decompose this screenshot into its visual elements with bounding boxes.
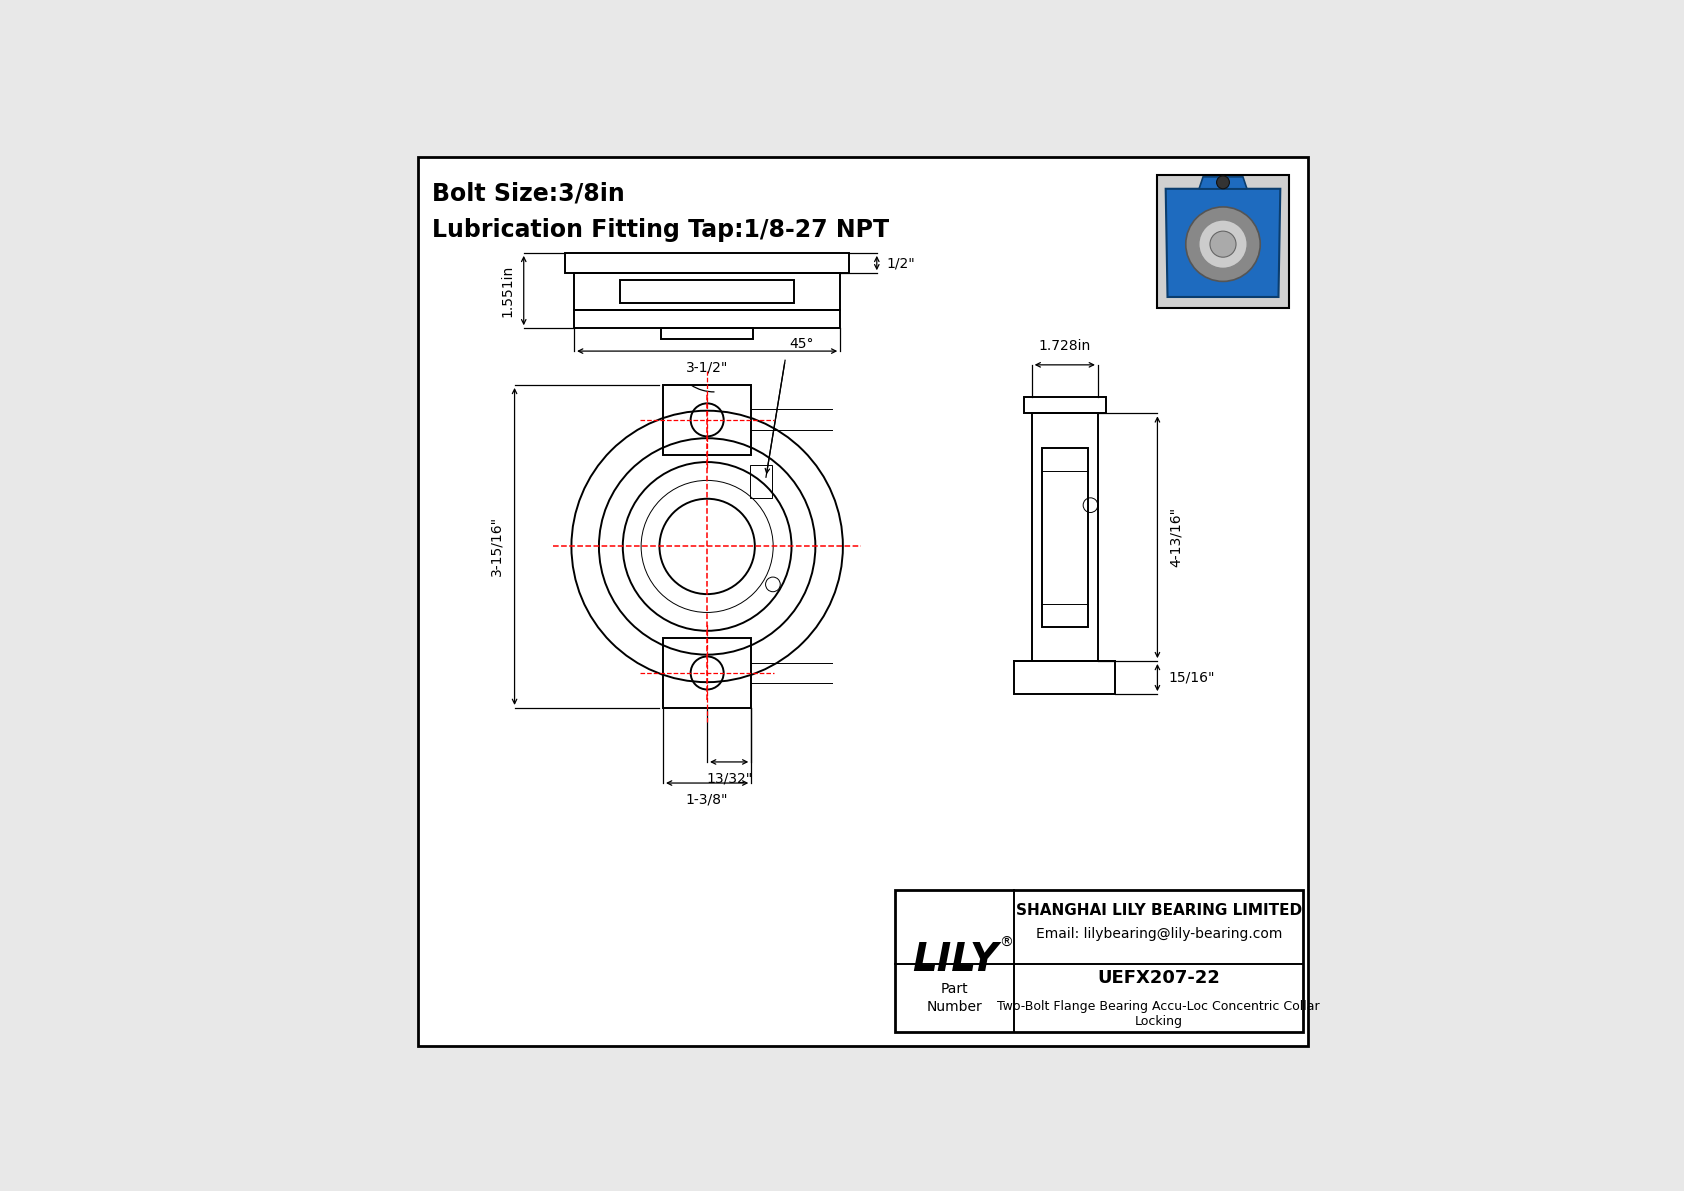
Text: UEFX207-22: UEFX207-22 — [1098, 969, 1221, 987]
Polygon shape — [1157, 175, 1290, 308]
Text: Number: Number — [926, 1000, 983, 1015]
Circle shape — [1199, 220, 1248, 268]
Text: Locking: Locking — [1135, 1015, 1182, 1028]
Text: SHANGHAI LILY BEARING LIMITED: SHANGHAI LILY BEARING LIMITED — [1015, 903, 1302, 918]
Text: 1-3/8": 1-3/8" — [685, 792, 729, 806]
Text: Two-Bolt Flange Bearing Accu-Loc Concentric Collar: Two-Bolt Flange Bearing Accu-Loc Concent… — [997, 1000, 1320, 1014]
Text: 3-15/16": 3-15/16" — [490, 517, 504, 576]
Circle shape — [1211, 231, 1236, 257]
Text: 1.728in: 1.728in — [1039, 339, 1091, 353]
Text: 15/16": 15/16" — [1169, 671, 1214, 685]
Circle shape — [1216, 176, 1229, 189]
Polygon shape — [896, 891, 1303, 1033]
Text: ®: ® — [999, 936, 1012, 950]
Circle shape — [1186, 207, 1260, 281]
Text: Email: lilybearing@lily-bearing.com: Email: lilybearing@lily-bearing.com — [1036, 928, 1282, 941]
Polygon shape — [1199, 176, 1246, 189]
Text: 4-13/16": 4-13/16" — [1169, 507, 1182, 567]
Text: 1.551in: 1.551in — [500, 264, 515, 317]
Text: LILY: LILY — [911, 941, 999, 979]
Text: 1/2": 1/2" — [886, 256, 914, 270]
Polygon shape — [1165, 189, 1280, 297]
Text: 13/32": 13/32" — [706, 771, 753, 785]
Text: Part: Part — [941, 981, 968, 996]
Text: 45°: 45° — [790, 337, 813, 351]
Text: 3-1/2": 3-1/2" — [685, 360, 729, 374]
Text: Lubrication Fitting Tap:1/8-27 NPT: Lubrication Fitting Tap:1/8-27 NPT — [433, 218, 889, 242]
Polygon shape — [418, 157, 1308, 1046]
Text: Bolt Size:3/8in: Bolt Size:3/8in — [433, 181, 625, 205]
